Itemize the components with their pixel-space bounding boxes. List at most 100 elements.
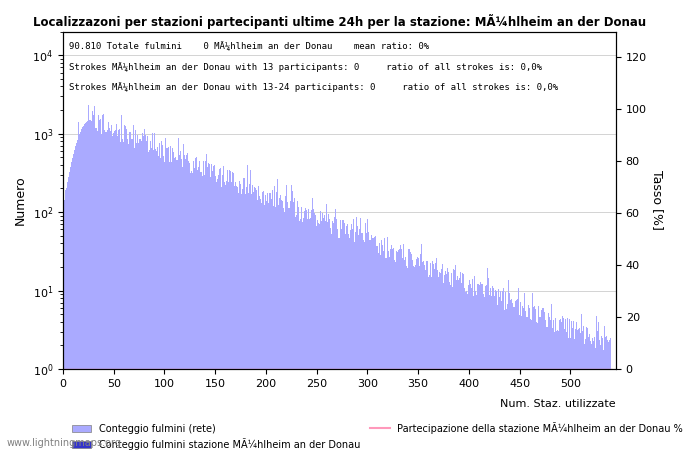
Bar — [310, 218, 311, 450]
Bar — [167, 148, 168, 450]
Bar — [98, 115, 99, 450]
Bar — [95, 128, 96, 450]
Bar — [64, 190, 66, 450]
Bar — [590, 341, 591, 450]
Bar — [513, 307, 514, 450]
Bar — [477, 284, 479, 450]
Bar — [524, 293, 525, 450]
Bar — [438, 277, 439, 450]
Bar — [449, 282, 450, 450]
Bar — [123, 143, 125, 450]
Bar — [424, 266, 425, 450]
Bar — [162, 144, 163, 450]
Bar — [374, 237, 375, 450]
Bar — [176, 160, 177, 450]
Text: Strokes MÃ¼hlheim an der Donau with 13 participants: 0     ratio of all strokes : Strokes MÃ¼hlheim an der Donau with 13 p… — [69, 62, 542, 72]
Bar — [116, 125, 118, 450]
Bar — [376, 246, 377, 450]
Bar — [468, 285, 470, 450]
Bar — [606, 336, 608, 450]
Bar — [398, 250, 400, 450]
Bar — [428, 277, 429, 450]
Bar — [356, 216, 357, 450]
Bar — [488, 278, 489, 450]
Bar — [251, 194, 252, 450]
Bar — [480, 284, 482, 450]
Bar — [217, 179, 218, 450]
Bar — [502, 291, 503, 450]
Bar — [161, 141, 162, 450]
Bar — [466, 291, 468, 450]
Bar — [204, 161, 206, 450]
Bar — [93, 115, 94, 450]
Bar — [169, 162, 170, 450]
Bar — [359, 229, 360, 450]
Bar — [315, 215, 316, 450]
Bar — [120, 142, 121, 450]
Bar — [254, 187, 256, 450]
Bar — [519, 315, 520, 450]
Bar — [186, 155, 188, 450]
Bar — [364, 242, 365, 450]
Bar — [516, 300, 517, 450]
Bar — [304, 211, 305, 450]
Bar — [71, 158, 73, 450]
Bar — [362, 233, 363, 450]
Bar — [220, 187, 222, 450]
Title: Localizzazoni per stazioni partecipanti ultime 24h per la stazione: MÃ¼hlheim an: Localizzazoni per stazioni partecipanti … — [33, 14, 646, 29]
Bar — [533, 306, 534, 450]
Bar — [328, 214, 330, 450]
Bar — [464, 288, 466, 450]
Bar — [233, 173, 234, 450]
Bar — [332, 221, 333, 450]
Bar — [284, 212, 285, 450]
Bar — [168, 147, 169, 450]
Bar — [435, 262, 436, 450]
Bar — [434, 269, 435, 450]
Bar — [253, 192, 254, 450]
Bar — [596, 316, 597, 450]
Bar — [96, 128, 97, 450]
Bar — [393, 248, 394, 450]
Bar — [427, 261, 428, 450]
Bar — [227, 170, 228, 450]
Bar — [88, 105, 89, 450]
Bar — [113, 133, 114, 450]
Bar — [91, 121, 92, 450]
Bar — [531, 320, 532, 450]
Bar — [400, 246, 401, 450]
Bar — [208, 163, 209, 450]
Bar — [583, 326, 584, 450]
Bar — [505, 292, 506, 450]
Bar — [447, 268, 448, 450]
Bar — [573, 320, 574, 450]
Bar — [445, 271, 446, 450]
Bar — [261, 203, 262, 450]
Bar — [444, 275, 445, 450]
Bar — [178, 138, 179, 450]
Bar — [244, 178, 245, 450]
Bar — [564, 329, 565, 450]
Y-axis label: Tasso [%]: Tasso [%] — [650, 170, 664, 230]
Bar — [592, 338, 593, 450]
Bar — [75, 146, 76, 450]
Bar — [510, 300, 511, 450]
Bar — [507, 304, 508, 450]
Bar — [141, 133, 143, 450]
Bar — [504, 310, 505, 450]
Bar — [155, 149, 156, 450]
Bar — [80, 129, 82, 450]
Bar — [286, 185, 287, 450]
Bar — [353, 219, 354, 450]
Bar — [371, 235, 372, 450]
Bar — [340, 229, 342, 450]
Bar — [121, 115, 122, 450]
Bar — [238, 193, 239, 450]
Bar — [150, 148, 152, 450]
Bar — [248, 193, 249, 450]
Bar — [285, 196, 286, 450]
Bar — [226, 181, 227, 450]
Bar — [448, 271, 449, 450]
Bar — [575, 329, 576, 450]
Bar — [450, 285, 451, 450]
